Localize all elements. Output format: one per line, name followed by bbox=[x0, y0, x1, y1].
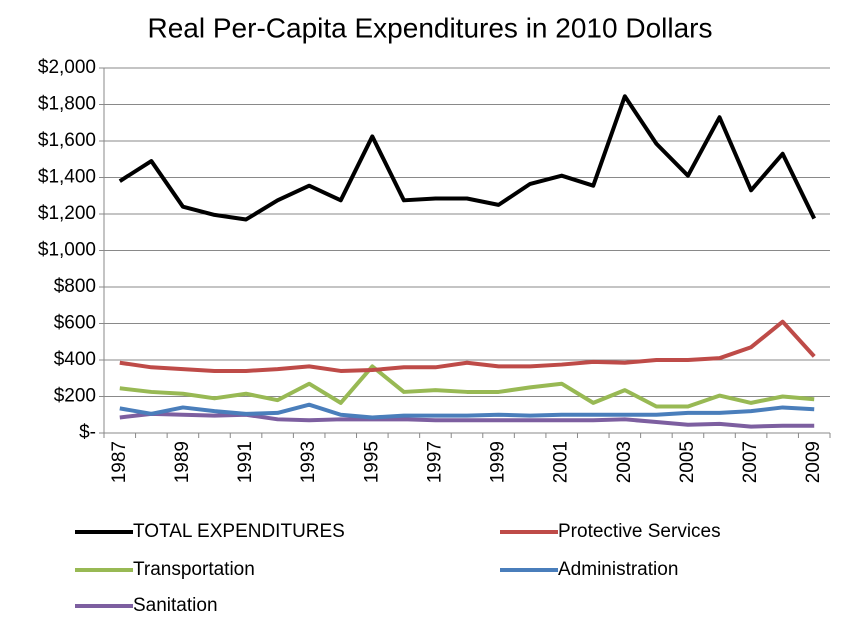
series-line bbox=[119, 364, 815, 409]
series-line bbox=[118, 94, 817, 222]
y-tick-label: $1,600 bbox=[38, 130, 96, 151]
y-tick-label: $2,000 bbox=[38, 57, 96, 78]
legend-label: TOTAL EXPENDITURES bbox=[133, 521, 345, 542]
x-tick-label: 2009 bbox=[803, 441, 824, 483]
series-line bbox=[119, 319, 816, 373]
x-tick-label: 1993 bbox=[298, 441, 319, 483]
y-tick-label: $1,800 bbox=[38, 94, 96, 115]
legend-label: Administration bbox=[558, 559, 678, 580]
y-tick-label: $600 bbox=[54, 313, 96, 334]
y-tick-label: $1,200 bbox=[38, 203, 96, 224]
y-tick-label: $1,000 bbox=[38, 240, 96, 261]
x-tick-label: 2005 bbox=[677, 441, 698, 483]
legend-label: Transportation bbox=[133, 559, 255, 580]
x-tick-label: 2007 bbox=[740, 441, 761, 483]
legend-label: Sanitation bbox=[133, 595, 218, 616]
x-tick-label: 1995 bbox=[361, 441, 382, 483]
y-tick-label: $- bbox=[79, 422, 96, 443]
x-tick-label: 2001 bbox=[551, 441, 572, 483]
chart-title: Real Per-Capita Expenditures in 2010 Dol… bbox=[148, 12, 713, 43]
series-line bbox=[119, 411, 815, 429]
x-tick-label: 1997 bbox=[424, 441, 445, 483]
x-tick-label: 2003 bbox=[614, 441, 635, 483]
y-tick-label: $200 bbox=[54, 386, 96, 407]
legend-label: Protective Services bbox=[558, 521, 721, 542]
y-tick-label: $400 bbox=[54, 349, 96, 370]
x-tick-label: 1999 bbox=[488, 441, 509, 483]
x-tick-label: 1987 bbox=[109, 441, 130, 483]
series-line bbox=[119, 402, 815, 420]
x-tick-label: 1989 bbox=[172, 441, 193, 483]
x-tick-label: 1991 bbox=[235, 441, 256, 483]
y-tick-label: $800 bbox=[54, 276, 96, 297]
y-tick-label: $1,400 bbox=[38, 167, 96, 188]
